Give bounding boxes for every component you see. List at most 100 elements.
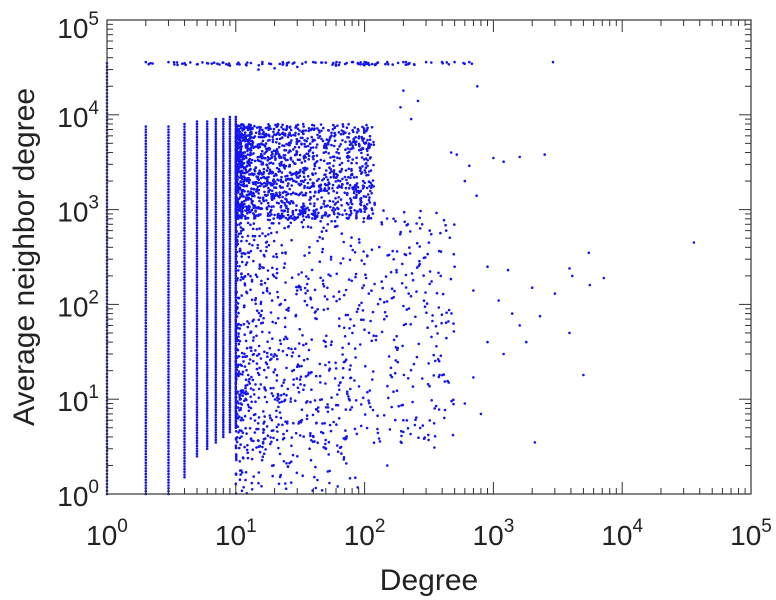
data-point xyxy=(518,155,521,159)
data-point xyxy=(407,307,411,310)
data-point xyxy=(339,170,343,173)
data-point xyxy=(382,209,385,212)
data-point xyxy=(222,433,225,436)
data-point xyxy=(290,276,294,280)
data-point xyxy=(362,284,366,287)
data-point xyxy=(359,403,363,406)
data-point xyxy=(275,125,279,129)
data-point xyxy=(330,340,334,344)
data-point xyxy=(366,215,370,219)
data-point xyxy=(183,161,186,164)
data-point xyxy=(288,171,292,174)
data-point xyxy=(195,410,199,414)
data-point xyxy=(321,237,325,240)
data-point xyxy=(286,213,290,217)
data-point xyxy=(167,307,170,311)
data-point xyxy=(300,191,303,194)
data-point xyxy=(533,441,537,444)
data-point xyxy=(324,382,327,385)
data-point xyxy=(183,210,186,213)
data-point xyxy=(144,304,148,308)
data-point xyxy=(183,456,186,460)
data-point xyxy=(255,126,259,129)
data-point xyxy=(214,213,218,216)
data-point xyxy=(359,203,363,207)
data-point xyxy=(418,262,422,266)
data-point xyxy=(406,62,410,66)
data-point xyxy=(205,269,209,273)
data-point xyxy=(195,408,199,411)
data-point xyxy=(350,236,353,239)
data-point xyxy=(265,376,268,379)
data-point xyxy=(285,462,288,465)
data-point xyxy=(335,299,338,303)
data-point xyxy=(237,332,240,335)
data-point xyxy=(276,290,279,294)
data-point xyxy=(234,423,238,427)
data-point xyxy=(257,352,261,356)
data-point xyxy=(409,323,413,326)
data-point xyxy=(242,322,246,326)
data-point xyxy=(222,61,225,64)
data-point xyxy=(303,178,307,182)
data-point xyxy=(349,244,353,248)
data-point xyxy=(292,383,295,387)
data-point xyxy=(449,277,453,281)
data-point xyxy=(371,408,375,412)
data-point xyxy=(423,305,427,309)
data-point xyxy=(299,183,303,186)
data-point xyxy=(412,362,416,366)
data-point xyxy=(301,62,304,65)
data-point xyxy=(310,127,314,130)
data-point xyxy=(228,406,232,409)
data-point xyxy=(167,452,170,456)
data-point xyxy=(355,216,358,220)
data-point xyxy=(214,142,218,146)
data-point xyxy=(214,160,218,163)
data-point xyxy=(167,293,170,297)
data-point xyxy=(228,413,232,417)
data-point xyxy=(228,237,232,241)
data-point xyxy=(266,355,269,359)
data-point xyxy=(260,279,263,283)
data-point xyxy=(276,357,279,361)
data-point xyxy=(252,336,255,339)
data-point xyxy=(228,311,232,314)
data-point xyxy=(272,239,276,243)
data-point xyxy=(144,222,148,225)
data-point xyxy=(222,278,225,281)
x-axis-label: Degree xyxy=(380,564,478,597)
data-point xyxy=(283,201,286,205)
data-point xyxy=(427,362,431,365)
data-point xyxy=(228,162,232,165)
data-point xyxy=(245,448,249,452)
data-point xyxy=(250,375,253,379)
data-point xyxy=(367,180,371,183)
data-point xyxy=(373,282,376,286)
data-point xyxy=(363,210,367,214)
data-point xyxy=(228,289,232,292)
data-point xyxy=(252,413,256,417)
data-point xyxy=(362,158,366,161)
data-point xyxy=(463,402,467,405)
data-point xyxy=(333,155,336,159)
data-point xyxy=(183,128,186,131)
data-point xyxy=(348,140,352,143)
data-point xyxy=(205,61,209,65)
data-point xyxy=(349,376,352,380)
data-point xyxy=(183,336,186,339)
data-point xyxy=(243,131,247,134)
data-point xyxy=(266,290,269,293)
data-point xyxy=(228,315,232,319)
data-point xyxy=(228,430,232,434)
data-point xyxy=(239,473,242,476)
data-point xyxy=(222,273,225,276)
data-point xyxy=(344,288,348,292)
data-point xyxy=(205,434,209,438)
data-point xyxy=(248,168,252,172)
data-point xyxy=(264,448,267,451)
data-point xyxy=(205,216,209,220)
data-point xyxy=(363,60,366,64)
data-point xyxy=(402,418,405,422)
data-point xyxy=(195,164,199,167)
